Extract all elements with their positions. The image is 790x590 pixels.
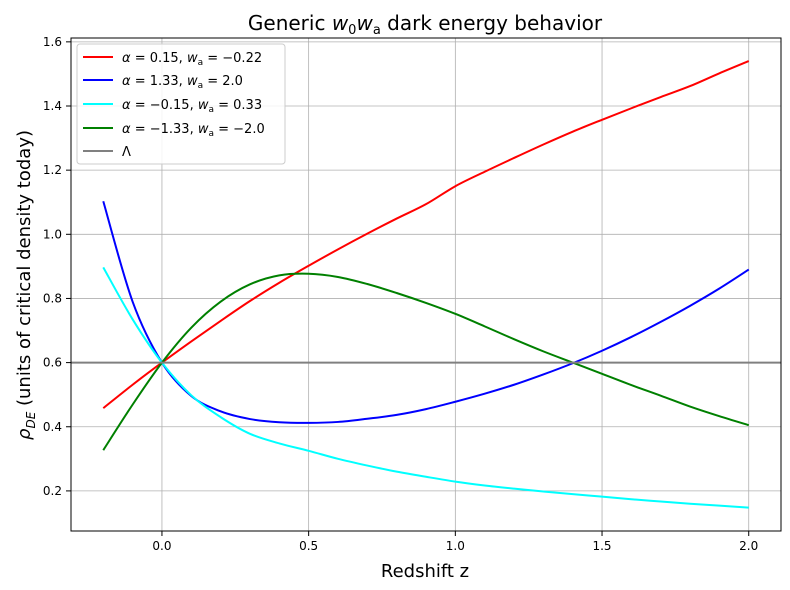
- x-tick-label: 2.0: [739, 539, 758, 553]
- legend-entry: α = −0.15, wa = 0.33: [83, 98, 262, 115]
- chart-title: Generic w0wa dark energy behavior: [248, 11, 603, 38]
- legend-label: α = −0.15, wa = 0.33: [122, 98, 262, 115]
- legend-entry: α = −1.33, wa = −2.0: [83, 122, 265, 139]
- legend: α = 0.15, wa = −0.22 α = 1.33, wa = 2.0 …: [76, 43, 286, 165]
- y-axis-label: ρDE (units of critical density today): [14, 130, 38, 440]
- y-tick-label: 0.8: [43, 291, 62, 305]
- series-line-2: [102, 266, 749, 509]
- y-tick-label: 0.6: [43, 356, 62, 370]
- legend-label: α = −1.33, wa = −2.0: [122, 122, 265, 139]
- y-tick-label: 1.4: [43, 99, 62, 113]
- plot-frame: [70, 37, 782, 532]
- legend-entry: α = 0.15, wa = −0.22: [83, 51, 262, 68]
- legend-entry: Λ: [83, 145, 131, 160]
- legend-entry: α = 1.33, wa = 2.0: [83, 74, 243, 91]
- series-layer: [71, 60, 781, 509]
- legend-label: α = 0.15, wa = −0.22: [122, 51, 262, 68]
- x-tick-label: 1.5: [592, 539, 611, 553]
- x-tick-label: 0.0: [152, 539, 171, 553]
- x-tick-label: 1.0: [446, 539, 465, 553]
- ticks: 0.0 0.5 1.0 1.5 2.0 0.2 0.4 0.6 0.8 1.0 1.2 1.4 1.6: [43, 35, 758, 553]
- x-tick-label: 0.5: [299, 539, 318, 553]
- legend-box: [76, 43, 286, 165]
- y-tick-label: 1.0: [43, 227, 62, 241]
- y-tick-label: 1.2: [43, 163, 62, 177]
- series-line-3: [102, 272, 750, 451]
- y-tick-label: 0.4: [43, 420, 62, 434]
- series-line-0: [102, 60, 750, 409]
- legend-label: α = 1.33, wa = 2.0: [122, 74, 243, 91]
- y-tick-label: 1.6: [43, 35, 62, 49]
- legend-label: Λ: [122, 145, 131, 160]
- x-axis-label: Redshift z: [381, 561, 469, 582]
- y-tick-label: 0.2: [43, 484, 62, 498]
